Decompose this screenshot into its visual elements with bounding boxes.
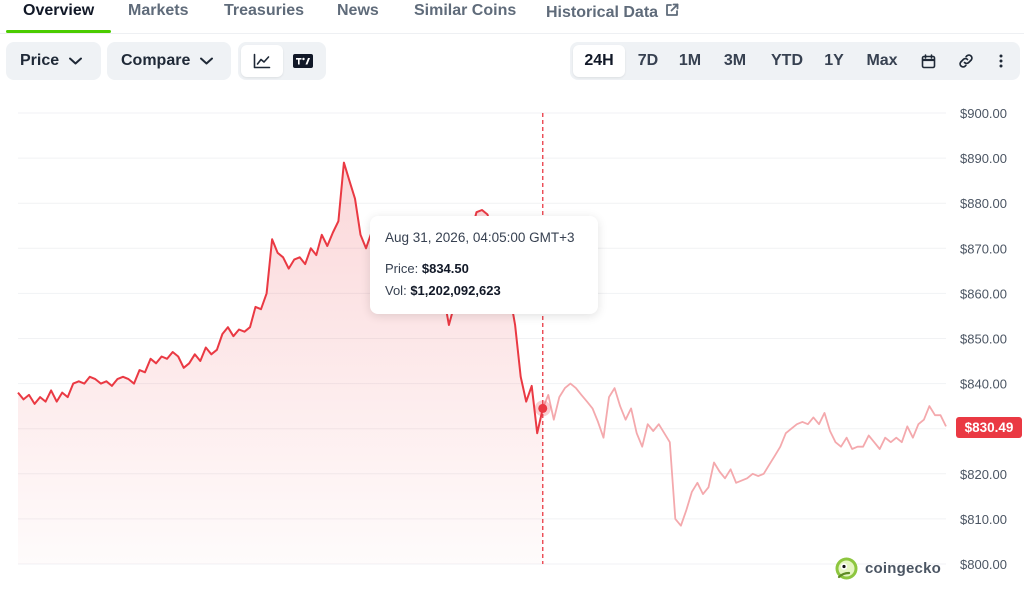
link-button[interactable] — [950, 45, 982, 77]
tab-news[interactable]: News — [337, 2, 379, 19]
more-options-button[interactable] — [988, 45, 1014, 77]
current-price-badge: $830.49 — [956, 417, 1022, 438]
tradingview-button[interactable] — [283, 45, 323, 77]
tooltip-price-row: Price: $834.50 — [385, 261, 583, 276]
price-dropdown[interactable]: Price — [6, 42, 101, 80]
time-range-selector: 24H 7D 1M 3M YTD 1Y Max — [570, 42, 1020, 80]
tab-treasuries[interactable]: Treasuries — [224, 2, 305, 19]
calendar-button[interactable] — [912, 45, 944, 77]
range-7d[interactable]: 7D — [637, 52, 659, 69]
watermark-text: coingecko — [865, 559, 941, 577]
y-tick-label: $800.00 — [960, 557, 1007, 572]
range-1m[interactable]: 1M — [678, 52, 702, 69]
coingecko-watermark: coingecko — [835, 555, 941, 581]
y-tick-label: $820.00 — [960, 467, 1007, 482]
tab-overview[interactable]: Overview — [23, 2, 95, 19]
tooltip-price-label: Price: — [385, 261, 419, 276]
y-tick-label: $880.00 — [960, 196, 1007, 211]
line-chart-button[interactable] — [241, 45, 283, 77]
range-3m[interactable]: 3M — [723, 52, 747, 69]
tab-similar-coins[interactable]: Similar Coins — [414, 2, 517, 19]
price-tooltip: Aug 31, 2026, 04:05:00 GMT+3 Price: $834… — [370, 216, 598, 314]
range-1y[interactable]: 1Y — [824, 52, 844, 69]
price-chart[interactable]: $900.00 $890.00 $880.00 $870.00 $860.00 $850.… — [0, 96, 1024, 612]
y-tick-label: $860.00 — [960, 286, 1007, 301]
tab-historical-data[interactable]: Historical Data — [546, 2, 680, 22]
price-line-after-cursor — [541, 382, 947, 527]
y-tick-label: $810.00 — [960, 512, 1007, 527]
y-tick-label: $900.00 — [960, 106, 1007, 121]
y-axis: $900.00 $890.00 $880.00 $870.00 $860.00 $850.… — [960, 106, 1007, 572]
active-tab-indicator — [6, 30, 111, 33]
tab-markets[interactable]: Markets — [128, 2, 189, 19]
chevron-down-icon — [200, 57, 214, 65]
range-max[interactable]: Max — [866, 52, 898, 69]
tab-historical-data-label: Historical Data — [546, 4, 659, 21]
y-tick-label: $850.00 — [960, 332, 1007, 347]
tooltip-price-value: $834.50 — [421, 261, 469, 276]
y-tick-label: $870.00 — [960, 241, 1007, 256]
y-tick-label: $890.00 — [960, 151, 1007, 166]
chevron-down-icon — [69, 57, 83, 65]
chart-mode-toggle — [238, 42, 326, 80]
y-tick-label: $840.00 — [960, 377, 1007, 392]
compare-dropdown[interactable]: Compare — [107, 42, 231, 80]
coingecko-logo-icon — [835, 557, 858, 579]
compare-dropdown-label: Compare — [121, 52, 191, 69]
calendar-icon — [921, 53, 935, 68]
line-chart-icon — [253, 53, 271, 69]
tooltip-volume-row: Vol: $1,202,092,623 — [385, 283, 583, 298]
range-24h[interactable]: 24H — [573, 45, 625, 77]
tooltip-volume-value: $1,202,092,623 — [410, 283, 501, 298]
external-link-icon — [666, 3, 679, 16]
range-ytd[interactable]: YTD — [771, 52, 803, 69]
tooltip-date: Aug 31, 2026, 04:05:00 GMT+3 — [385, 230, 575, 245]
tab-bar: Overview Markets Treasuries News Similar… — [0, 0, 1024, 34]
hover-point — [538, 403, 548, 413]
tradingview-icon — [293, 54, 313, 68]
price-dropdown-label: Price — [20, 52, 60, 69]
tooltip-volume-label: Vol: — [385, 283, 407, 298]
more-vertical-icon — [999, 54, 1003, 68]
link-icon — [959, 54, 973, 68]
